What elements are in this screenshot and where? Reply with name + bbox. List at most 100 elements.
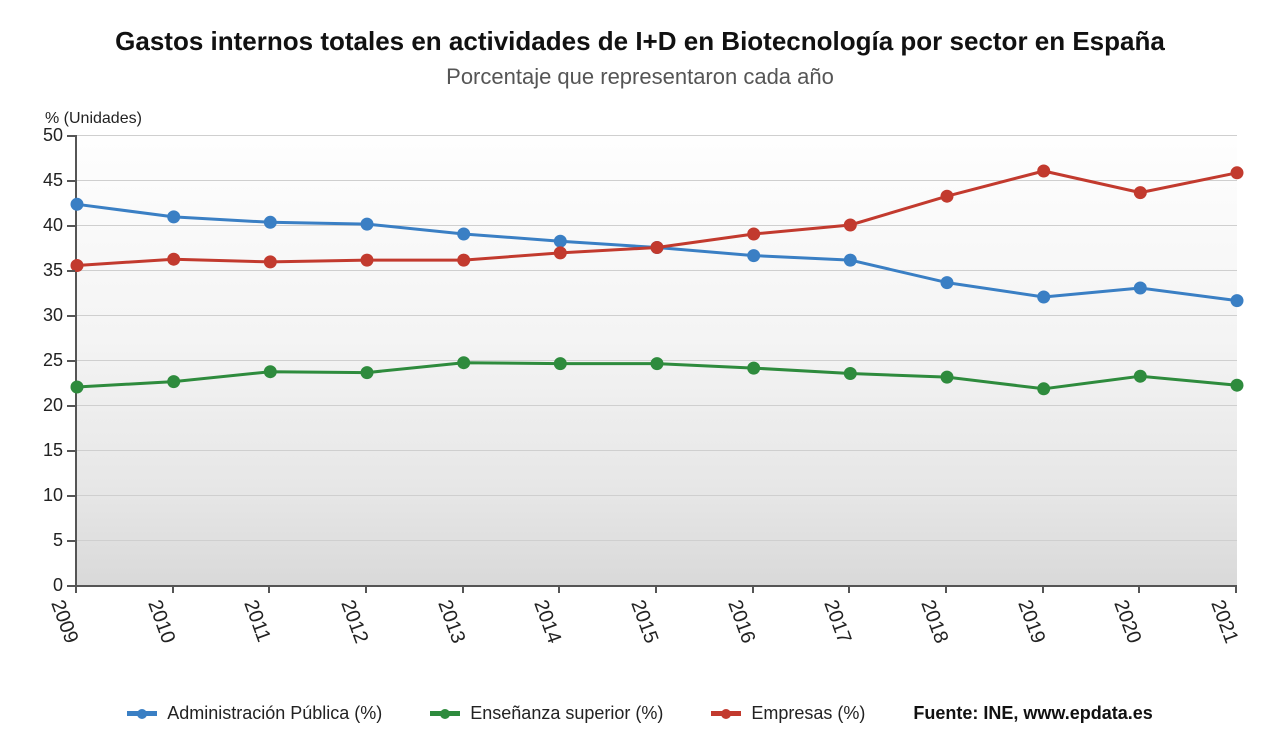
y-tick-label: 40 — [23, 215, 63, 236]
x-tick-mark — [365, 585, 367, 593]
data-point — [361, 367, 373, 379]
data-point — [1231, 167, 1243, 179]
y-tick-label: 45 — [23, 170, 63, 191]
y-tick-label: 5 — [23, 530, 63, 551]
x-tick-label: 2020 — [1109, 597, 1146, 647]
y-tick-mark — [67, 315, 75, 317]
y-tick-mark — [67, 225, 75, 227]
x-tick-label: 2021 — [1205, 597, 1242, 647]
y-tick-label: 20 — [23, 395, 63, 416]
data-point — [361, 218, 373, 230]
x-tick-label: 2014 — [529, 597, 566, 647]
x-tick-label: 2010 — [142, 597, 179, 647]
data-point — [941, 190, 953, 202]
x-tick-mark — [75, 585, 77, 593]
y-tick-label: 35 — [23, 260, 63, 281]
legend-label-emp: Empresas (%) — [751, 703, 865, 724]
x-tick-mark — [945, 585, 947, 593]
y-tick-label: 30 — [23, 305, 63, 326]
data-point — [748, 362, 760, 374]
data-point — [941, 371, 953, 383]
chart-svg — [77, 135, 1237, 585]
y-tick-mark — [67, 135, 75, 137]
x-tick-label: 2012 — [335, 597, 372, 647]
legend-item-edu: Enseñanza superior (%) — [430, 703, 663, 724]
data-point — [1038, 291, 1050, 303]
data-point — [554, 235, 566, 247]
y-tick-mark — [67, 270, 75, 272]
x-tick-label: 2017 — [819, 597, 856, 647]
chart-subtitle: Porcentaje que representaron cada año — [0, 64, 1280, 90]
data-point — [1134, 282, 1146, 294]
y-tick-mark — [67, 450, 75, 452]
data-point — [1134, 370, 1146, 382]
y-tick-mark — [67, 540, 75, 542]
data-point — [168, 211, 180, 223]
data-point — [651, 358, 663, 370]
data-point — [264, 216, 276, 228]
y-tick-label: 0 — [23, 575, 63, 596]
x-tick-mark — [268, 585, 270, 593]
legend-swatch-edu — [430, 711, 460, 716]
y-tick-label: 15 — [23, 440, 63, 461]
x-tick-mark — [848, 585, 850, 593]
data-point — [1231, 295, 1243, 307]
data-point — [1038, 383, 1050, 395]
data-point — [748, 250, 760, 262]
data-point — [168, 253, 180, 265]
x-tick-label: 2009 — [45, 597, 82, 647]
chart-container: Gastos internos totales en actividades d… — [0, 0, 1280, 752]
data-point — [168, 376, 180, 388]
data-point — [1038, 165, 1050, 177]
x-tick-mark — [1235, 585, 1237, 593]
data-point — [264, 366, 276, 378]
data-point — [458, 357, 470, 369]
y-tick-mark — [67, 360, 75, 362]
plot-area — [75, 135, 1237, 587]
source-label: Fuente: INE, www.epdata.es — [913, 703, 1152, 724]
data-point — [651, 242, 663, 254]
data-point — [844, 254, 856, 266]
data-point — [1231, 379, 1243, 391]
data-point — [71, 198, 83, 210]
chart-title: Gastos internos totales en actividades d… — [0, 26, 1280, 57]
y-tick-label: 10 — [23, 485, 63, 506]
data-point — [1134, 187, 1146, 199]
legend-swatch-emp — [711, 711, 741, 716]
y-tick-mark — [67, 180, 75, 182]
data-point — [941, 277, 953, 289]
data-point — [264, 256, 276, 268]
x-tick-mark — [462, 585, 464, 593]
x-tick-label: 2016 — [722, 597, 759, 647]
x-tick-label: 2018 — [915, 597, 952, 647]
x-tick-label: 2015 — [625, 597, 662, 647]
x-tick-mark — [558, 585, 560, 593]
x-tick-mark — [1138, 585, 1140, 593]
data-point — [844, 219, 856, 231]
legend-label-edu: Enseñanza superior (%) — [470, 703, 663, 724]
x-tick-mark — [1042, 585, 1044, 593]
y-tick-mark — [67, 585, 75, 587]
x-tick-mark — [172, 585, 174, 593]
data-point — [71, 381, 83, 393]
y-tick-label: 50 — [23, 125, 63, 146]
legend: Administración Pública (%) Enseñanza sup… — [0, 703, 1280, 724]
data-point — [458, 254, 470, 266]
x-tick-mark — [655, 585, 657, 593]
data-point — [554, 358, 566, 370]
legend-swatch-admin — [127, 711, 157, 716]
x-tick-mark — [752, 585, 754, 593]
data-point — [361, 254, 373, 266]
legend-item-emp: Empresas (%) — [711, 703, 865, 724]
y-tick-mark — [67, 495, 75, 497]
legend-label-admin: Administración Pública (%) — [167, 703, 382, 724]
y-tick-mark — [67, 405, 75, 407]
y-tick-label: 25 — [23, 350, 63, 371]
data-point — [458, 228, 470, 240]
data-point — [748, 228, 760, 240]
x-tick-label: 2011 — [239, 597, 275, 645]
legend-item-admin: Administración Pública (%) — [127, 703, 382, 724]
data-point — [554, 247, 566, 259]
x-tick-label: 2019 — [1012, 597, 1049, 647]
data-point — [844, 368, 856, 380]
